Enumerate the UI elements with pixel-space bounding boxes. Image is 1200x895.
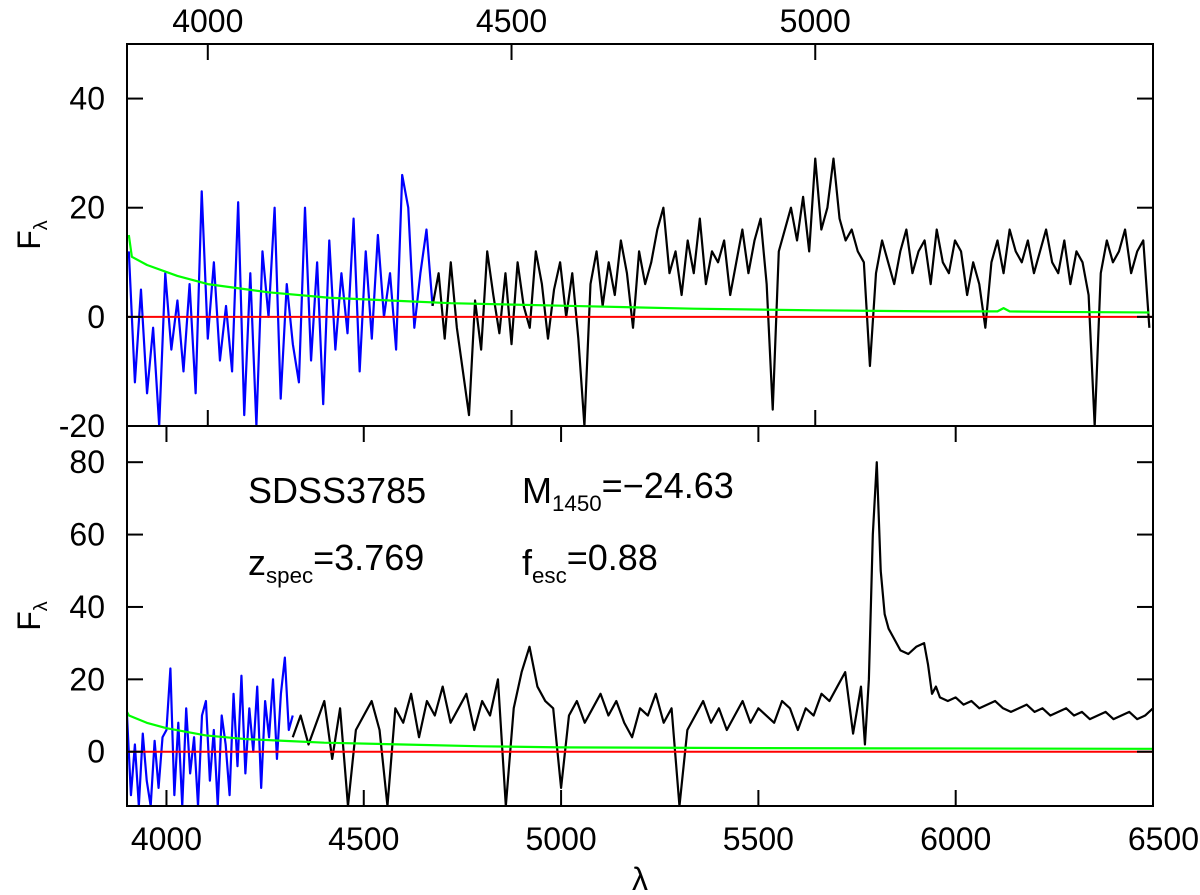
y-axis-label-sub: λ: [30, 601, 52, 611]
annotation-sub: 1450: [552, 491, 602, 516]
annotation: fesc=0.88: [522, 537, 658, 588]
spectrum-line: [127, 711, 1153, 750]
x-tick-label: 6500: [1128, 821, 1199, 857]
y-axis-label: Fλ: [11, 601, 52, 631]
annotation: zspec=3.769: [248, 537, 424, 588]
annotation-sub: esc: [532, 563, 567, 588]
x-tick-label: 5000: [525, 821, 596, 857]
spectrum-line: [431, 157, 1151, 426]
y-tick-label: 0: [87, 734, 105, 770]
y-tick-label: 60: [69, 517, 105, 553]
plot-frame: [126, 43, 1154, 427]
y-axis-label-sub: λ: [30, 220, 52, 230]
annotation-after: =3.769: [313, 537, 424, 578]
annotation-after: =−24.63: [602, 465, 734, 506]
plot-area: [127, 157, 1153, 426]
annotation: M1450=−24.63: [522, 465, 734, 516]
x-tick-label: 4000: [172, 3, 243, 39]
spectrum-line: [127, 656, 294, 806]
plot-frame: [126, 425, 1154, 807]
x-tick-label: 4500: [476, 3, 547, 39]
annotation-main: M: [522, 470, 552, 511]
annotation-main: z: [248, 542, 266, 583]
x-tick-label: 4000: [131, 821, 202, 857]
y-tick-label: 40: [69, 589, 105, 625]
spectrum-line: [291, 461, 1153, 806]
x-tick-label: 5500: [723, 821, 794, 857]
annotation-main: SDSS3785: [248, 470, 426, 511]
x-tick-label: 5000: [780, 3, 851, 39]
annotation-sub: spec: [266, 563, 313, 588]
y-axis-label-main: F: [11, 230, 47, 250]
y-axis-label-main: F: [11, 611, 47, 631]
y-axis-label: Fλ: [11, 220, 52, 250]
y-tick-label: 20: [69, 661, 105, 697]
x-tick-label: 4500: [328, 821, 399, 857]
x-axis-label: λ: [632, 861, 648, 895]
y-tick-label: 20: [69, 190, 105, 226]
spectrum-line: [127, 234, 1150, 314]
annotation-after: =0.88: [567, 537, 658, 578]
y-tick-label: -20: [59, 408, 105, 444]
annotation-main: f: [522, 542, 533, 583]
plot-area: [127, 461, 1153, 806]
y-tick-label: 0: [87, 299, 105, 335]
x-tick-label: 6000: [920, 821, 991, 857]
annotation: SDSS3785: [248, 470, 426, 511]
y-tick-label: 40: [69, 81, 105, 117]
y-tick-label: 80: [69, 444, 105, 480]
spectrum-line: [127, 173, 434, 426]
